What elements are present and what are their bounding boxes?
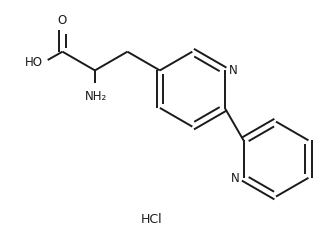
Text: O: O	[58, 14, 67, 27]
Text: NH₂: NH₂	[85, 90, 107, 103]
Text: HCl: HCl	[141, 213, 163, 226]
Text: N: N	[231, 172, 239, 185]
Text: HO: HO	[25, 56, 43, 69]
Text: N: N	[229, 64, 238, 77]
